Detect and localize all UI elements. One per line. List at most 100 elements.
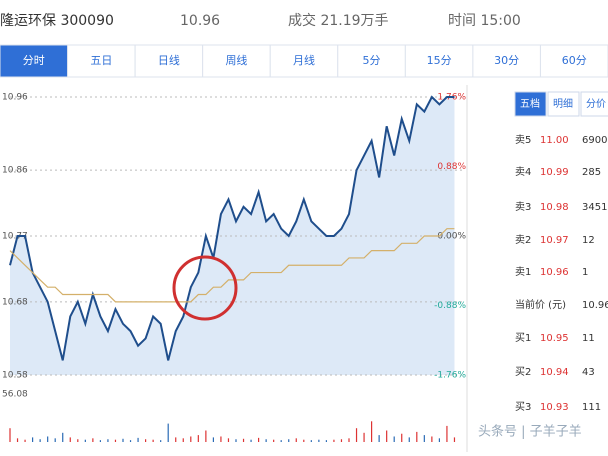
volume-bar — [408, 437, 410, 442]
volume-bar — [16, 438, 19, 442]
volume-bar — [273, 439, 275, 442]
tab-label: 日线 — [158, 53, 180, 67]
ob-volume: 285 — [582, 167, 601, 178]
volume-bar — [197, 435, 199, 442]
ob-volume: 6900 — [582, 135, 607, 146]
volume-bar — [24, 439, 26, 442]
side-tab-label: 明细 — [553, 97, 573, 110]
ob-price: 10.93 — [540, 402, 569, 413]
volume-bar — [288, 439, 290, 442]
volume-bar — [318, 439, 320, 442]
volume-bar — [47, 436, 49, 442]
volume-bar — [401, 433, 403, 442]
volume-bar — [280, 440, 282, 442]
tab[interactable] — [202, 44, 271, 78]
price-area — [10, 97, 455, 375]
volume-bar — [160, 440, 162, 442]
ob-volume: 12 — [582, 235, 595, 246]
volume-bar — [227, 438, 230, 442]
ob-label: 买1 — [515, 332, 531, 344]
y-tick-label: 10.58 — [2, 371, 28, 381]
volume-bar — [333, 439, 335, 442]
tab-label: 5分 — [363, 54, 381, 67]
side-tab-label: 分价 — [586, 98, 606, 110]
ob-label: 卖5 — [515, 134, 531, 146]
volume-bar — [92, 438, 94, 442]
stock-name: 隆运环保 300090 — [0, 13, 114, 29]
side-tab[interactable] — [514, 91, 547, 117]
volume-bar — [303, 439, 305, 442]
tab[interactable] — [269, 44, 339, 78]
volume-bar — [107, 439, 109, 442]
volume-bar — [69, 437, 71, 442]
ob-volume: 1 — [582, 267, 588, 278]
volume-bar — [235, 439, 237, 442]
ob-volume: 10.96 — [582, 300, 608, 311]
volume-bar — [340, 439, 343, 442]
volume-bar — [250, 439, 252, 442]
volume-bar — [378, 435, 380, 442]
volume-bar — [205, 430, 207, 442]
volume-label: 56.08 — [2, 390, 28, 400]
time: 时间 15:00 — [448, 13, 521, 29]
side-tab[interactable] — [580, 91, 608, 117]
price: 10.96 — [180, 13, 220, 29]
ob-volume: 43 — [582, 367, 595, 378]
volume-bar — [220, 436, 222, 442]
ob-label: 卖3 — [515, 201, 531, 213]
volume-bar — [62, 432, 64, 442]
volume-bar — [265, 439, 267, 442]
side-tab[interactable] — [547, 91, 580, 117]
volume-bar — [129, 440, 132, 442]
tab[interactable] — [337, 44, 406, 78]
ob-label: 买2 — [515, 366, 531, 378]
tab-label: 分时 — [23, 54, 45, 67]
ob-volume: 3451 — [582, 202, 607, 213]
ob-label: 卖1 — [515, 266, 531, 278]
volume-bar — [182, 438, 184, 442]
volume-bar — [114, 439, 117, 442]
tab[interactable] — [404, 44, 474, 78]
volume-bar — [175, 437, 177, 442]
volume-bar — [310, 440, 312, 442]
volume-bar — [423, 435, 425, 442]
volume-bar — [152, 439, 154, 442]
y-tick-label: 10.68 — [2, 297, 28, 307]
tab[interactable] — [539, 44, 608, 78]
volume-bar — [363, 432, 365, 442]
volume-bar — [348, 438, 350, 442]
header-bg — [0, 0, 608, 42]
volume-bar — [325, 440, 327, 442]
volume-bar — [137, 437, 139, 442]
volume-bar — [77, 439, 79, 442]
volume-bar — [99, 440, 101, 442]
tab[interactable] — [0, 44, 69, 78]
tab-label: 月线 — [293, 53, 315, 67]
ob-label: 卖4 — [515, 166, 531, 178]
ob-label: 买3 — [515, 401, 531, 413]
volume-bar — [295, 438, 297, 442]
tab-label: 五日 — [90, 54, 112, 67]
ob-price: 10.99 — [540, 167, 569, 178]
price-line — [9, 95, 455, 361]
ob-price: 11.00 — [540, 135, 569, 146]
volume-bar — [393, 436, 395, 442]
volume-bar — [122, 438, 124, 442]
tab[interactable] — [67, 44, 136, 78]
y2-tick-label: 0.00% — [437, 232, 466, 242]
y-tick-label: 10.86 — [2, 166, 28, 176]
ob-label: 当前价 (元) — [515, 298, 566, 311]
ob-price: 10.95 — [540, 333, 569, 344]
volume-bar — [386, 430, 388, 442]
tab-label: 周线 — [225, 53, 247, 67]
volume-bar — [446, 425, 448, 442]
tab[interactable] — [134, 44, 204, 78]
volume-bar — [431, 436, 433, 442]
watermark: 头条号 | 子羊子羊 — [478, 424, 582, 440]
volume-bar — [32, 437, 34, 442]
y2-tick-label: -1.76% — [434, 371, 466, 381]
ob-price: 10.94 — [540, 367, 569, 378]
volume-bar — [190, 436, 192, 442]
